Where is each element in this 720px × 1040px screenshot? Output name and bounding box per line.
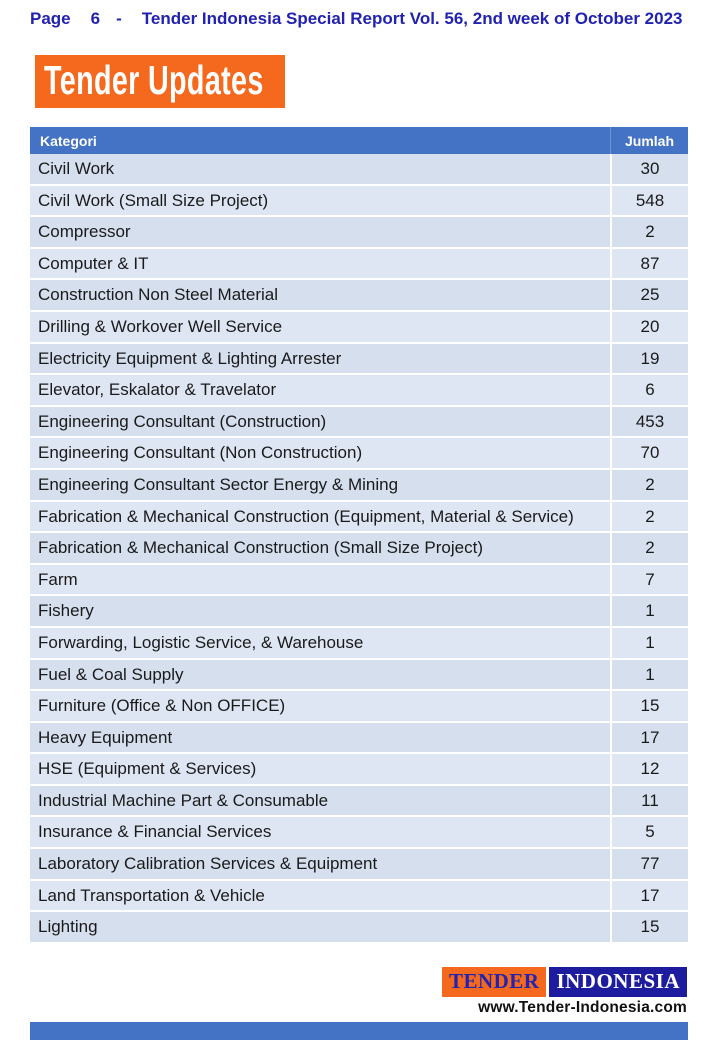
category-cell: Civil Work bbox=[38, 159, 115, 178]
table-row: Engineering Consultant (Non Construction… bbox=[30, 438, 688, 470]
category-cell: Farm bbox=[38, 569, 78, 589]
count-cell: 70 bbox=[610, 438, 688, 468]
category-cell: Lighting bbox=[38, 917, 98, 937]
category-cell: Fabrication & Mechanical Construction (S… bbox=[38, 538, 484, 558]
category-cell: Fuel & Coal Supply bbox=[38, 664, 184, 684]
count-cell: 1 bbox=[610, 596, 688, 626]
count-cell: 17 bbox=[610, 722, 688, 753]
count-cell: 77 bbox=[610, 849, 688, 879]
count-cell: 2 bbox=[610, 469, 688, 500]
table-row: Fabrication & Mechanical Construction (S… bbox=[30, 533, 688, 565]
count-cell: 17 bbox=[610, 880, 688, 911]
page-label: Page bbox=[30, 9, 71, 28]
count-cell: 2 bbox=[610, 533, 688, 563]
category-cell: Forwarding, Logistic Service, & Warehous… bbox=[38, 632, 364, 652]
table-row: Engineering Consultant Sector Energy & M… bbox=[30, 469, 688, 502]
footer: TENDER INDONESIA www.Tender-Indonesia.co… bbox=[441, 967, 687, 1017]
table-row: Heavy Equipment 17 bbox=[30, 722, 688, 755]
count-cell: 6 bbox=[610, 375, 688, 405]
table-row: Lighting 15 bbox=[30, 912, 688, 944]
table-row: Laboratory Calibration Services & Equipm… bbox=[30, 849, 688, 881]
category-cell: HSE (Equipment & Services) bbox=[38, 759, 257, 779]
count-cell: 12 bbox=[610, 754, 688, 784]
count-cell: 19 bbox=[610, 343, 688, 374]
logo-indonesia-box: INDONESIA bbox=[549, 967, 687, 997]
website-link[interactable]: www.Tender-Indonesia.com bbox=[478, 999, 687, 1016]
table-row: Drilling & Workover Well Service 20 bbox=[30, 311, 688, 344]
count-cell: 2 bbox=[610, 217, 688, 247]
page-number: 6 bbox=[90, 9, 101, 28]
table-row: Forwarding, Logistic Service, & Warehous… bbox=[30, 627, 688, 660]
count-cell: 2 bbox=[610, 501, 688, 532]
table-row: Industrial Machine Part & Consumable 11 bbox=[30, 785, 688, 818]
header-separator: - bbox=[116, 9, 122, 28]
category-cell: Computer & IT bbox=[38, 253, 149, 273]
category-cell: Land Transportation & Vehicle bbox=[38, 885, 265, 905]
count-cell: 453 bbox=[610, 406, 688, 437]
category-cell: Engineering Consultant Sector Energy & M… bbox=[38, 474, 399, 494]
category-cell: Elevator, Eskalator & Travelator bbox=[38, 380, 277, 400]
table-row: Electricity Equipment & Lighting Arreste… bbox=[30, 343, 688, 376]
count-cell: 1 bbox=[610, 627, 688, 658]
report-title: Tender Indonesia Special Report Vol. 56,… bbox=[141, 9, 683, 28]
table-row: Fabrication & Mechanical Construction (E… bbox=[30, 501, 688, 534]
category-cell: Engineering Consultant (Construction) bbox=[38, 411, 327, 431]
table-body: Civil Work 30 Civil Work (Small Size Pro… bbox=[30, 154, 688, 944]
count-cell: 1 bbox=[610, 659, 688, 690]
table-row: Computer & IT 87 bbox=[30, 248, 688, 281]
category-cell: Drilling & Workover Well Service bbox=[38, 316, 283, 336]
category-cell: Fishery bbox=[38, 601, 94, 621]
table-row: Farm 7 bbox=[30, 564, 688, 597]
category-cell: Construction Non Steel Material bbox=[38, 285, 279, 305]
count-cell: 7 bbox=[610, 564, 688, 595]
count-cell: 20 bbox=[610, 311, 688, 342]
logo-tender-box: TENDER bbox=[441, 967, 547, 997]
table-row: Civil Work 30 bbox=[30, 154, 688, 186]
category-cell: Heavy Equipment bbox=[38, 727, 173, 747]
category-cell: Furniture (Office & Non OFFICE) bbox=[38, 696, 286, 716]
table-row: Land Transportation & Vehicle 17 bbox=[30, 880, 688, 913]
column-header-jumlah: Jumlah bbox=[610, 127, 688, 154]
table-row: Insurance & Financial Services 5 bbox=[30, 817, 688, 850]
count-cell: 87 bbox=[610, 248, 688, 279]
count-cell: 11 bbox=[610, 785, 688, 816]
category-cell: Insurance & Financial Services bbox=[38, 822, 272, 842]
table-row: Elevator, Eskalator & Travelator 6 bbox=[30, 375, 688, 407]
count-cell: 548 bbox=[610, 185, 688, 216]
table-header-row: Kategori Jumlah bbox=[30, 127, 688, 154]
table-row: Fuel & Coal Supply 1 bbox=[30, 659, 688, 692]
count-cell: 30 bbox=[610, 154, 688, 184]
table-row: Furniture (Office & Non OFFICE) 15 bbox=[30, 691, 688, 723]
tender-indonesia-logo: TENDER INDONESIA bbox=[441, 967, 687, 997]
category-cell: Fabrication & Mechanical Construction (E… bbox=[38, 506, 574, 526]
category-cell: Engineering Consultant (Non Construction… bbox=[38, 443, 363, 463]
tender-updates-banner: Tender Updates bbox=[35, 55, 285, 108]
count-cell: 5 bbox=[610, 817, 688, 848]
page-header: Page 6 - Tender Indonesia Special Report… bbox=[30, 9, 700, 29]
table-row: HSE (Equipment & Services) 12 bbox=[30, 754, 688, 786]
count-cell: 25 bbox=[610, 280, 688, 310]
table-row: Construction Non Steel Material 25 bbox=[30, 280, 688, 312]
banner-title: Tender Updates bbox=[44, 56, 264, 103]
category-cell: Electricity Equipment & Lighting Arreste… bbox=[38, 348, 342, 368]
table-row: Compressor 2 bbox=[30, 217, 688, 249]
table-row: Civil Work (Small Size Project) 548 bbox=[30, 185, 688, 218]
count-cell: 15 bbox=[610, 912, 688, 942]
category-cell: Laboratory Calibration Services & Equipm… bbox=[38, 854, 378, 874]
tender-updates-table: Kategori Jumlah Civil Work 30 Civil Work… bbox=[30, 127, 688, 944]
table-row: Fishery 1 bbox=[30, 596, 688, 628]
category-cell: Industrial Machine Part & Consumable bbox=[38, 790, 329, 810]
bottom-divider-bar bbox=[30, 1022, 688, 1040]
count-cell: 15 bbox=[610, 691, 688, 721]
category-cell: Compressor bbox=[38, 222, 131, 242]
table-row: Engineering Consultant (Construction) 45… bbox=[30, 406, 688, 439]
column-header-kategori: Kategori bbox=[40, 132, 97, 149]
category-cell: Civil Work (Small Size Project) bbox=[38, 190, 269, 210]
